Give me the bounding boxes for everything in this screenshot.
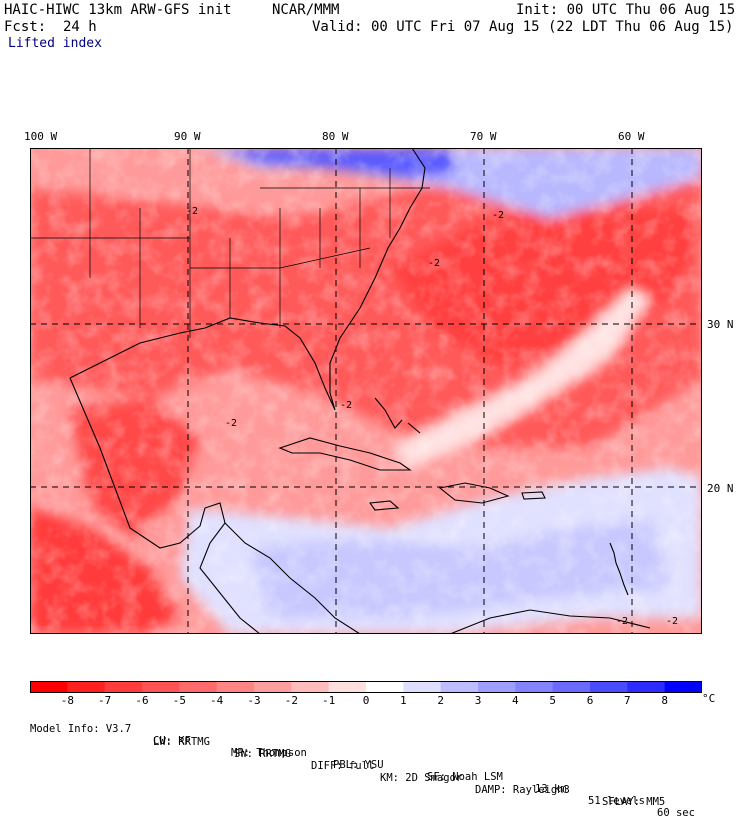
colorbar-swatch [104, 681, 143, 693]
info-timestep: 60 sec [657, 807, 695, 819]
init-time: Init: 00 UTC Thu 06 Aug 15 [516, 2, 736, 18]
colorbar-swatch [216, 681, 255, 693]
info-sflay: SFLAY: MM5 [602, 796, 666, 808]
valid-time: Valid: 00 UTC Fri 07 Aug 15 (22 LDT Thu … [312, 19, 734, 35]
colorbar-label: 2 [437, 694, 444, 707]
colorbar-label: 8 [661, 694, 668, 707]
contour-label: -2 [340, 400, 352, 411]
colorbar-swatch [440, 681, 479, 693]
model-info-line2: LW: RRTMG SW: RRTMG DIFF: full KM: 2D Sm… [0, 724, 740, 808]
colorbar-label: -5 [172, 694, 186, 707]
field-name: Lifted index [8, 36, 102, 51]
puerto-rico [521, 491, 546, 500]
colorbar-label: 1 [400, 694, 407, 707]
lon-label-100w: 100 W [24, 130, 58, 143]
contour-label: -2 [428, 258, 440, 269]
colorbar-swatch [590, 681, 628, 693]
colorbar-label: 7 [624, 694, 631, 707]
colorbar-label: 0 [362, 694, 370, 707]
info-km: KM: 2D Smagor [380, 772, 463, 784]
colorbar-label: 4 [512, 694, 519, 707]
contour-label: -2 [492, 210, 504, 221]
colorbar-label: 6 [586, 694, 594, 707]
colorbar-swatch [254, 681, 292, 693]
us-gulf-coast [69, 148, 426, 411]
coastlines [69, 148, 651, 634]
info-version: Model Info: V3.7 [30, 723, 132, 735]
mexico-coast [69, 377, 261, 634]
state-borders [30, 148, 430, 338]
colorbar [30, 681, 702, 693]
colorbar-swatch [328, 681, 367, 693]
info-shortwave: SW: RRTMG [234, 748, 291, 760]
colorbar-swatch [179, 681, 218, 693]
colorbar-label: -8 [60, 694, 74, 707]
lat-label-30n: 30 N [707, 318, 734, 331]
contour-label: -2 [666, 616, 678, 627]
lon-label-60w: 60 W [618, 130, 645, 143]
lon-label-90w: 90 W [174, 130, 201, 143]
colorbar-swatch [30, 681, 68, 693]
map-frame [30, 148, 702, 634]
colorbar-label: -7 [98, 694, 112, 707]
contour-label: -2 [616, 616, 628, 627]
contour-label: -2 [225, 418, 237, 429]
colorbar-label: -3 [247, 694, 261, 707]
colorbar-swatch [478, 681, 516, 693]
lon-label-80w: 80 W [322, 130, 349, 143]
colorbar-frame [30, 681, 702, 693]
bahamas [374, 397, 421, 434]
colorbar-label: -1 [322, 694, 336, 707]
colorbar-swatch [515, 681, 554, 693]
central-america [224, 522, 361, 634]
info-damping: DAMP: Rayleigh3 [475, 784, 570, 796]
lifted-index-map: -2 -2 -2 -2 -2 -2 -2 [30, 148, 702, 634]
jamaica [369, 500, 400, 511]
info-longwave: LW: RRTMG [153, 736, 210, 748]
forecast-hour: Fcst: 24 h [4, 19, 97, 35]
colorbar-label: 3 [474, 694, 482, 707]
contour-label: -2 [186, 206, 198, 217]
colorbar-label: -6 [135, 694, 149, 707]
org-label: NCAR/MMM [272, 2, 340, 18]
lon-label-70w: 70 W [470, 130, 497, 143]
colorbar-swatch [627, 681, 666, 693]
lesser-antilles [609, 542, 629, 596]
colorbar-swatch [142, 681, 180, 693]
model-title: HAIC-HIWC 13km ARW-GFS init [4, 2, 232, 18]
lat-label-20n: 20 N [707, 482, 734, 495]
south-america-coast [449, 609, 651, 634]
info-diffusion: DIFF: full [311, 760, 375, 772]
graticule [30, 148, 702, 634]
colorbar-swatch [366, 681, 404, 693]
colorbar-swatch [403, 681, 442, 693]
colorbar-label: -4 [210, 694, 224, 707]
colorbar-unit: °C [702, 692, 716, 705]
colorbar-label: -2 [284, 694, 298, 707]
field-texture [30, 148, 702, 634]
colorbar-swatch [664, 681, 702, 693]
hispaniola [438, 482, 510, 504]
colorbar-swatch [552, 681, 591, 693]
cuba [278, 437, 412, 471]
colorbar-swatch [291, 681, 330, 693]
colorbar-label: 5 [549, 694, 556, 707]
colorbar-swatch [67, 681, 106, 693]
